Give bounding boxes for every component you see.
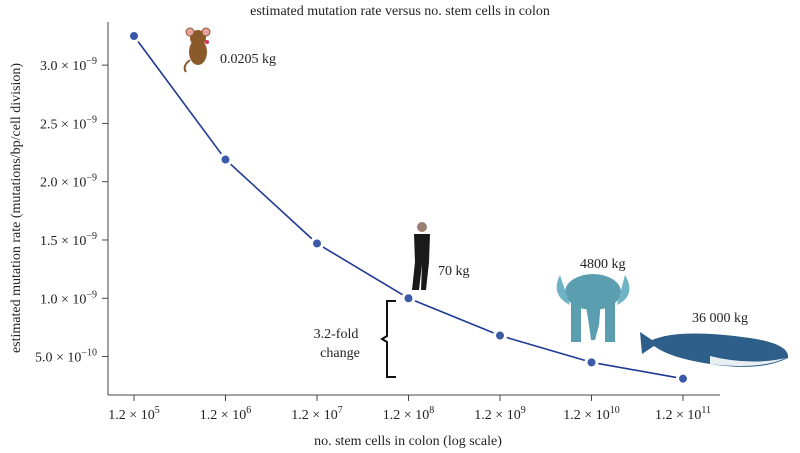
chart-title: estimated mutation rate versus no. stem … <box>250 4 550 19</box>
x-tick-label: 1.2 × 105 <box>108 405 159 423</box>
y-tick-label: 5.0 × 10−10 <box>35 348 97 366</box>
x-tick-label: 1.2 × 106 <box>200 405 251 423</box>
data-point <box>587 358 596 367</box>
data-point <box>221 155 230 164</box>
x-tick-label: 1.2 × 1010 <box>563 405 619 423</box>
x-tick-label: 1.2 × 109 <box>474 405 525 423</box>
fold-change-brace <box>380 300 396 378</box>
fold-change-label-line2: change <box>320 346 360 361</box>
elephant-icon <box>556 274 630 342</box>
x-tick-label: 1.2 × 108 <box>383 405 434 423</box>
human-icon <box>412 222 430 290</box>
whale-mass-label: 36 000 kg <box>692 311 748 326</box>
series-line-segment <box>230 163 313 240</box>
elephant-mass-label: 4800 kg <box>580 257 626 272</box>
data-point <box>679 374 687 383</box>
y-tick-label: 2.0 × 10−9 <box>40 173 97 191</box>
series-line-segment <box>598 362 677 379</box>
x-tick-label: 1.2 × 107 <box>291 405 342 423</box>
human-mass-label: 70 kg <box>438 264 470 279</box>
y-tick-label: 3.0 × 10−9 <box>40 56 97 74</box>
y-tick-label: 1.0 × 10−9 <box>40 289 97 307</box>
data-point <box>313 239 321 248</box>
data-point <box>496 331 504 340</box>
x-tick-label: 1.2 × 1011 <box>655 405 711 423</box>
y-tick-label: 1.5 × 10−9 <box>40 231 97 249</box>
data-point <box>404 294 413 303</box>
x-axis-label: no. stem cells in colon (log scale) <box>314 434 502 449</box>
fold-change-label-line1: 3.2-fold <box>314 327 359 342</box>
y-axis-label: estimated mutation rate (mutations/bp/ce… <box>9 63 24 353</box>
series-line-segment <box>506 336 586 362</box>
series-line-segment <box>137 41 222 155</box>
series-line-segment <box>322 246 403 296</box>
whale-icon <box>640 332 789 367</box>
data-point <box>130 31 138 40</box>
mouse-mass-label: 0.0205 kg <box>220 52 276 67</box>
mouse-icon <box>183 27 211 73</box>
y-tick-label: 2.5 × 10−9 <box>40 114 97 132</box>
series-line-segment <box>414 300 494 334</box>
